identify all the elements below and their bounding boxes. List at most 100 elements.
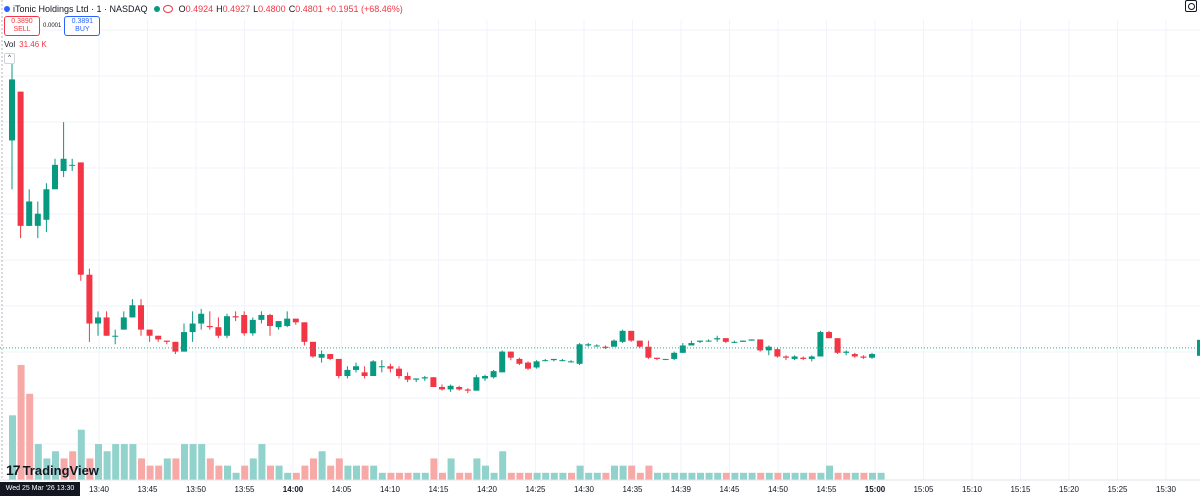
buy-button[interactable]: 0.3891 BUY [64, 16, 101, 36]
volume-bar [120, 444, 128, 480]
volume-bar [636, 472, 644, 480]
candle-body [765, 346, 772, 351]
volume-bar [344, 465, 352, 480]
volume-bar [138, 458, 145, 480]
candle-body [155, 335, 162, 340]
volume-bar [60, 458, 68, 480]
volume-bar [155, 465, 163, 480]
candle-body [258, 314, 265, 320]
tradingview-logo[interactable]: 17 TradingView [6, 462, 99, 478]
volume-bar [516, 472, 524, 480]
sell-button[interactable]: 0.3890 SELL [4, 16, 40, 36]
volume-bar [241, 465, 249, 480]
x-axis-tick-label: 13:40 [89, 485, 110, 494]
close-value: 0.4801 [295, 4, 323, 14]
candle-body [52, 164, 58, 190]
candle-body [327, 354, 334, 359]
candle-body [464, 389, 471, 391]
volume-bar [378, 472, 386, 480]
x-axis-tick-label: 14:00 [283, 485, 304, 494]
volume-bar [877, 472, 885, 480]
volume-bar [843, 472, 851, 480]
candle-body [791, 356, 798, 359]
volume-bar [327, 465, 335, 480]
volume-bar [301, 465, 309, 480]
candle-body [103, 317, 110, 336]
volume-bar [628, 465, 636, 480]
volume-bar [593, 472, 601, 480]
x-axis-tick-label: 14:10 [380, 485, 401, 494]
volume-bar [69, 451, 77, 480]
sell-price: 0.3890 [11, 18, 33, 25]
candle-body [77, 162, 84, 275]
candle-body [112, 335, 119, 337]
volume-bar [77, 429, 85, 480]
market-status-icon [153, 6, 160, 12]
volume-bar [559, 472, 567, 480]
eye-icon[interactable] [162, 5, 173, 13]
candle-body [267, 314, 273, 326]
candle-body [138, 305, 144, 330]
volume-bar [292, 472, 300, 480]
candle-body [654, 357, 660, 359]
collapse-legend-button[interactable]: ^ [4, 53, 15, 64]
volume-bar [447, 458, 455, 480]
candle-body [843, 351, 850, 353]
volume-bar [404, 472, 412, 480]
candle-body [611, 340, 617, 347]
buy-price: 0.3891 [71, 18, 94, 25]
x-axis-tick-label: 14:15 [428, 485, 449, 494]
low-value: 0.4800 [258, 4, 286, 14]
candle-body [671, 352, 678, 359]
volume-bar [834, 472, 842, 480]
volume-bar [310, 458, 317, 480]
candle-body [473, 377, 480, 391]
candle-body [808, 356, 815, 359]
x-axis-tick-label: 14:20 [477, 485, 498, 494]
volume-bar [490, 472, 498, 480]
volume-bar [396, 472, 403, 480]
volume-bar [198, 444, 206, 480]
volume-bar [757, 472, 765, 480]
candle-body [731, 341, 738, 343]
candle-body [69, 164, 76, 166]
x-axis-tick-label: 14:05 [331, 485, 352, 494]
candle-body [619, 330, 626, 342]
symbol-title[interactable]: iTonic Holdings Ltd · 1 · NASDAQ [13, 4, 148, 14]
volume-bar [439, 472, 446, 480]
volume-bar [232, 472, 240, 480]
candle-body [568, 361, 574, 363]
candle-body [757, 339, 764, 351]
x-axis-tick-label: 15:25 [1107, 485, 1128, 494]
candle-body [576, 344, 583, 364]
candle-body [774, 349, 781, 357]
volume-bar [464, 472, 472, 480]
volume-bar [602, 472, 610, 480]
volume-bar [688, 472, 696, 480]
candle-body [697, 340, 703, 342]
candle-body [430, 377, 437, 387]
settings-button[interactable] [1185, 0, 1197, 12]
volume-label: Vol [4, 40, 16, 49]
candle-body [533, 361, 540, 368]
candle-body [163, 340, 170, 342]
volume-bar [817, 472, 825, 480]
candle-body [198, 313, 205, 324]
candle-body [86, 274, 93, 324]
tradingview-text: TradingView [22, 462, 99, 478]
high-label: H [216, 4, 223, 14]
open-label: O [178, 4, 186, 14]
volume-bar [774, 472, 782, 480]
candle-body [628, 330, 635, 341]
candle-body [129, 305, 136, 318]
candle-body [748, 339, 755, 341]
volume-bar [267, 465, 274, 480]
candle-body [834, 338, 841, 353]
buy-label: BUY [75, 26, 90, 33]
low-label: L [253, 4, 259, 14]
volume-bar [731, 472, 739, 480]
candle-body [361, 372, 368, 377]
volume-bar [172, 458, 180, 480]
volume-bar [550, 472, 558, 480]
